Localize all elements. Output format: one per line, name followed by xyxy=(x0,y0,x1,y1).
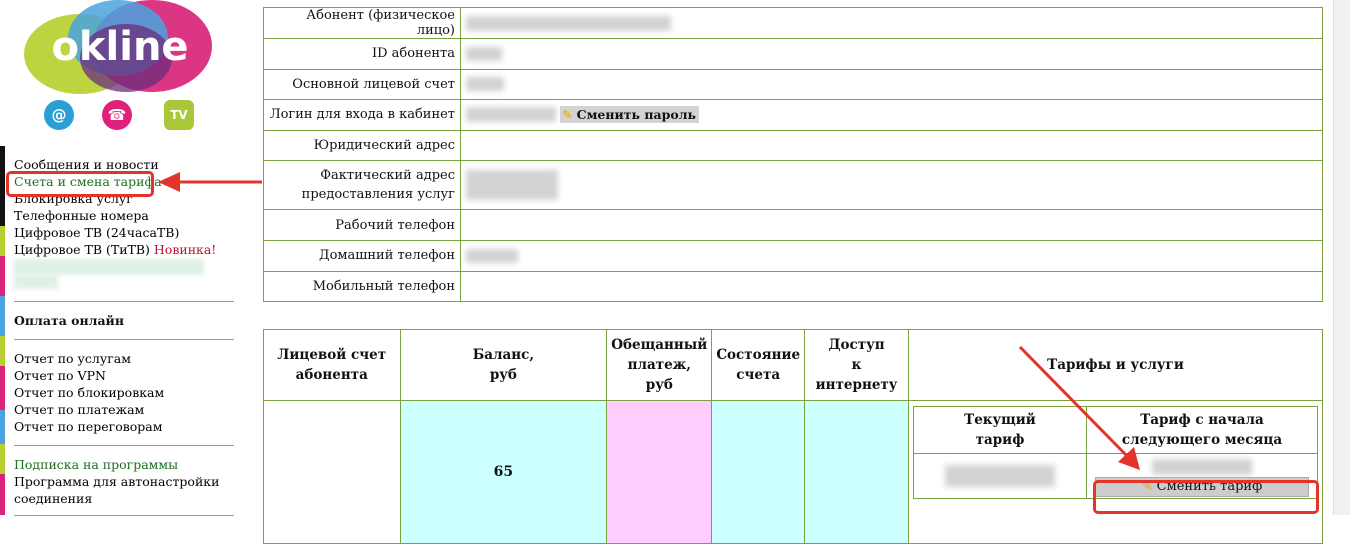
sidebar-item-label: Цифровое ТВ (ТиТВ) xyxy=(14,242,150,257)
row-label: Рабочий телефон xyxy=(263,209,461,241)
report-services[interactable]: Отчет по услугам xyxy=(14,351,131,366)
row-value xyxy=(460,129,1323,162)
sidebar-item-phone-numbers[interactable]: Телефонные номера xyxy=(14,208,149,223)
table-row: Фактический адрес предоставления услуг xyxy=(263,160,1323,211)
row-label: Фактический адрес предоставления услуг xyxy=(263,160,461,211)
scrollbar[interactable] xyxy=(1333,0,1350,515)
cell-state xyxy=(711,400,806,544)
cell-access xyxy=(804,400,909,544)
okline-logo: okline xyxy=(24,0,212,94)
row-value xyxy=(460,209,1323,241)
row-value xyxy=(460,239,1323,272)
row-value xyxy=(460,270,1323,303)
report-payments[interactable]: Отчет по платежам xyxy=(14,402,145,417)
table-row: Юридический адрес xyxy=(263,129,1323,162)
sidebar-item-autoconfig-2[interactable]: соединения xyxy=(14,491,93,506)
table-row: Основной лицевой счет xyxy=(263,68,1323,101)
header-account: Лицевой счет абонента xyxy=(263,329,401,401)
cell-tariffs: Текущий тариф Тариф с начала следующего ме… xyxy=(908,400,1323,544)
row-label: Мобильный телефон xyxy=(263,270,461,303)
sidebar-nav: Сообщения и новости Счета и смена тарифа… xyxy=(14,156,236,526)
redacted-value xyxy=(466,46,502,61)
report-blocking[interactable]: Отчет по блокировкам xyxy=(14,385,165,400)
divider xyxy=(14,445,234,446)
table-header-row: Лицевой счет абонента Баланс, руб Обещанны… xyxy=(263,329,1323,401)
table-row: Рабочий телефон xyxy=(263,209,1323,241)
profile-table: Абонент (физическое лицо) ID абонента Ос… xyxy=(263,7,1323,303)
header-tariffs: Тарифы и услуги xyxy=(908,329,1323,401)
table-row: Мобильный телефон xyxy=(263,270,1323,303)
row-label-line: предоставления услуг xyxy=(301,187,455,203)
row-label: Абонент (физическое лицо) xyxy=(263,7,461,39)
tv-icon[interactable]: TV xyxy=(164,100,194,130)
sidebar-item-subscription[interactable]: Подписка на программы xyxy=(14,457,179,472)
phone-icon[interactable]: ☎ xyxy=(102,100,132,130)
divider xyxy=(14,515,234,516)
table-row: Домашний телефон xyxy=(263,239,1323,272)
brand-name: okline xyxy=(51,24,188,70)
table-header-row: Текущий тариф Тариф с начала следующего ме… xyxy=(913,406,1318,454)
row-label: Домашний телефон xyxy=(263,239,461,272)
table-row: Логин для входа в кабинет ✎ Сменить парол… xyxy=(263,99,1323,131)
pay-online-link[interactable]: Оплата онлайн xyxy=(14,313,124,328)
change-password-label: Сменить пароль xyxy=(576,107,697,123)
row-value xyxy=(460,38,1323,70)
redacted-value xyxy=(466,248,518,263)
divider xyxy=(14,301,234,302)
annotation-highlight-sidebar xyxy=(6,171,154,197)
sidebar-item-digital-tv-titv[interactable]: Цифровое ТВ (ТиТВ) Новинка! xyxy=(14,241,236,258)
redacted-value xyxy=(466,170,558,201)
divider xyxy=(14,339,234,340)
redacted-value xyxy=(1152,459,1252,475)
service-icons: @ ☎ TV xyxy=(44,100,204,132)
pencil-icon: ✎ xyxy=(1141,479,1153,494)
report-vpn[interactable]: Отчет по VPN xyxy=(14,368,106,383)
header-balance: Баланс, руб xyxy=(399,329,608,401)
row-label: Юридический адрес xyxy=(263,129,461,162)
header-next-tariff: Тариф с начала следующего месяца xyxy=(1086,406,1318,454)
cell-account xyxy=(263,400,401,544)
sidebar-item-messages[interactable]: Сообщения и новости xyxy=(14,157,159,172)
redacted-value xyxy=(466,77,504,92)
cell-promised xyxy=(606,400,713,544)
row-value: ✎ Сменить пароль xyxy=(460,99,1323,131)
row-value xyxy=(460,7,1323,39)
row-label: Основной лицевой счет xyxy=(263,68,461,101)
header-state: Состояние счета xyxy=(711,329,806,401)
pencil-icon: ✎ xyxy=(562,107,573,123)
redacted-item xyxy=(14,259,204,275)
row-value xyxy=(460,68,1323,101)
header-current-tariff: Текущий тариф xyxy=(913,406,1087,454)
sidebar-item-bills-tariff[interactable]: Счета и смена тарифа xyxy=(14,174,162,189)
email-icon[interactable]: @ xyxy=(44,100,74,130)
change-password-button[interactable]: ✎ Сменить пароль xyxy=(560,106,700,124)
row-label: Логин для входа в кабинет xyxy=(263,99,461,131)
header-promised: Обещанный платеж, руб xyxy=(606,329,713,401)
redacted-value xyxy=(466,107,556,123)
header-access: Доступ к интернету xyxy=(804,329,909,401)
table-row: Абонент (физическое лицо) xyxy=(263,7,1323,39)
sidebar-item-digital-tv-24[interactable]: Цифровое ТВ (24часаТВ) xyxy=(14,225,180,240)
row-value xyxy=(460,160,1323,211)
row-label-line: Фактический адрес xyxy=(320,168,455,184)
table-row: ID абонента xyxy=(263,38,1323,70)
row-label: ID абонента xyxy=(263,38,461,70)
table-row: 65 Текущий тариф Тариф с начала следующего… xyxy=(263,400,1323,544)
current-tariff-value xyxy=(913,453,1087,499)
cell-balance: 65 xyxy=(399,400,608,544)
new-badge: Новинка! xyxy=(153,242,217,257)
annotation-highlight-tariff xyxy=(1093,480,1319,514)
redacted-value xyxy=(945,465,1055,487)
sidebar-item-autoconfig[interactable]: Программа для автонастройки xyxy=(14,474,220,489)
report-calls[interactable]: Отчет по переговорам xyxy=(14,419,163,434)
redacted-value xyxy=(466,15,671,31)
redacted-item xyxy=(14,275,58,289)
balance-value: 65 xyxy=(493,464,514,480)
